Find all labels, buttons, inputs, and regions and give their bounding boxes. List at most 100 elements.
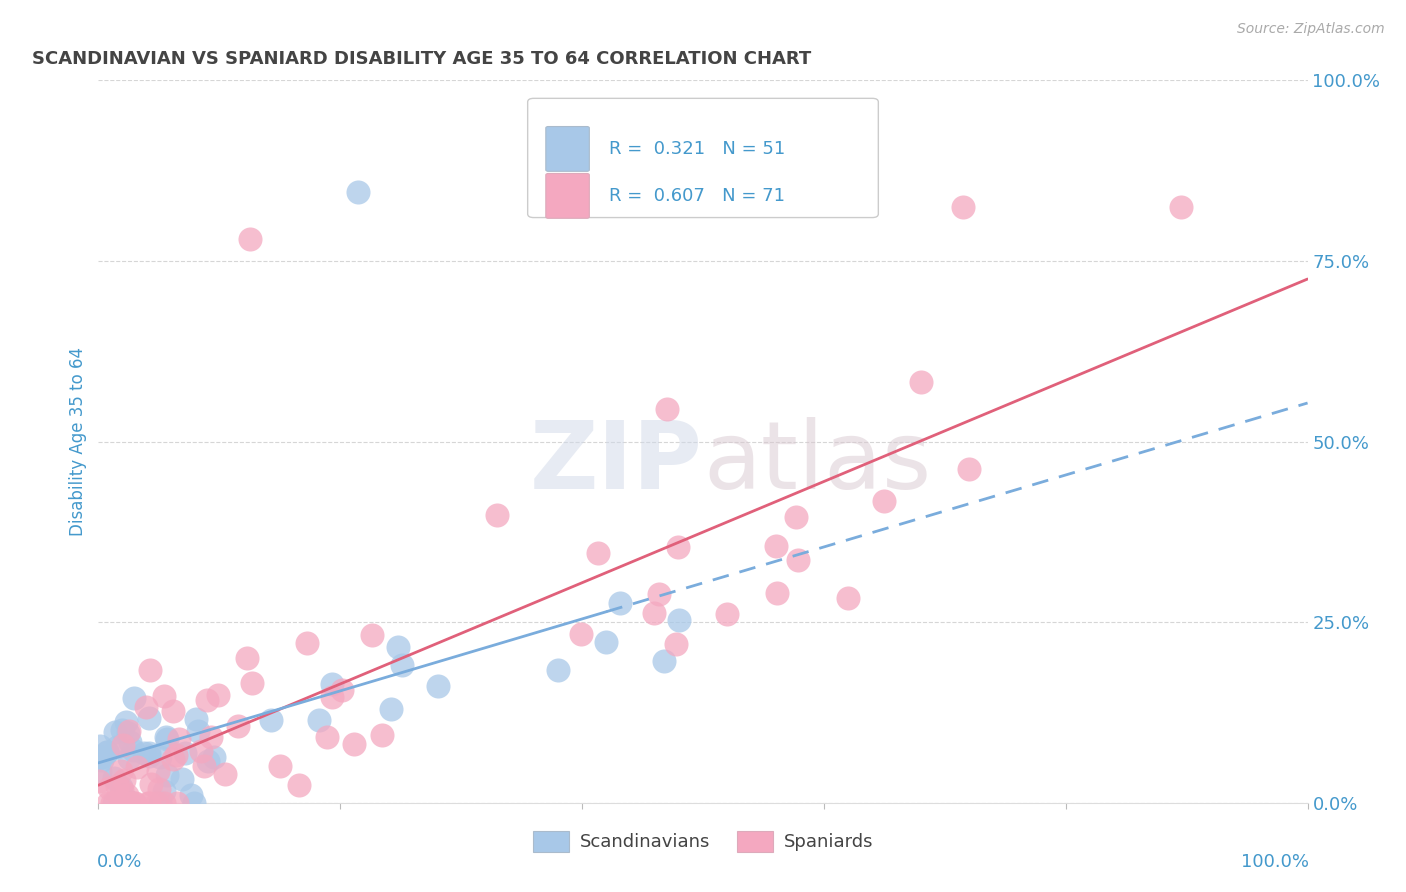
Point [121,743,143,757]
Point [97,796,120,810]
Point [174,746,197,760]
Point [200,730,222,744]
Point [668,613,690,627]
Point [295,636,318,650]
Point [321,676,343,690]
Legend: Scandinavians, Spaniards: Scandinavians, Spaniards [526,823,880,859]
Point [112,739,135,753]
Point [165,748,187,763]
Text: 0.0%: 0.0% [97,854,142,871]
Point [96,745,118,759]
Point [122,690,145,705]
Point [316,730,339,744]
Point [117,726,139,740]
Point [716,607,738,621]
Point [371,728,394,742]
Point [240,676,263,690]
Point [170,772,193,786]
Text: Source: ZipAtlas.com: Source: ZipAtlas.com [1237,22,1385,37]
Point [652,654,675,668]
Point [110,780,132,794]
Point [347,186,370,200]
Point [180,789,202,803]
Text: R =  0.321   N = 51: R = 0.321 N = 51 [609,140,785,158]
Point [90,753,112,767]
Point [195,693,218,707]
Point [115,789,138,803]
Point [214,766,236,780]
Point [115,714,138,729]
Point [103,796,125,810]
Point [207,688,229,702]
Point [155,732,177,747]
Point [837,591,859,606]
Point [643,606,665,620]
Point [139,663,162,677]
Point [655,402,678,417]
Point [162,752,184,766]
Point [91,749,114,764]
Point [103,771,125,785]
Text: R =  0.607   N = 71: R = 0.607 N = 71 [609,187,785,205]
Point [148,764,170,778]
Point [118,723,141,738]
Point [152,796,174,810]
Point [155,731,177,745]
Point [766,586,789,600]
Point [426,679,449,693]
Point [138,747,160,761]
Point [183,796,205,810]
Point [89,750,111,764]
Point [190,743,212,757]
Point [202,750,225,764]
FancyBboxPatch shape [527,98,879,218]
Point [162,704,184,718]
Point [120,796,142,810]
Point [666,540,689,554]
Point [136,796,159,810]
Point [89,764,111,778]
Point [89,739,111,753]
Point [110,783,132,797]
Point [138,796,160,810]
Point [111,723,134,738]
Point [193,758,215,772]
Point [149,796,172,810]
Point [547,663,569,677]
Point [197,755,219,769]
Point [595,635,617,649]
Point [118,735,141,749]
Point [321,690,343,704]
Point [110,795,132,809]
Point [361,628,384,642]
Point [135,699,157,714]
Point [269,759,291,773]
Point [569,627,592,641]
Point [765,539,787,553]
Point [1170,200,1192,214]
Point [166,796,188,810]
Point [98,780,121,795]
Point [648,586,671,600]
Point [387,640,409,654]
Point [952,200,974,214]
Point [308,713,330,727]
Point [167,732,190,747]
Point [100,796,122,810]
Point [96,745,118,759]
Point [111,796,134,810]
Point [105,739,128,754]
Point [957,462,980,476]
Point [105,779,128,793]
Point [152,689,174,703]
Point [112,772,135,787]
Point [342,737,364,751]
Point [104,725,127,739]
Text: ZIP: ZIP [530,417,703,509]
Point [226,719,249,733]
Point [485,508,508,522]
Point [139,777,162,791]
Point [330,683,353,698]
Point [138,711,160,725]
Point [149,750,172,764]
